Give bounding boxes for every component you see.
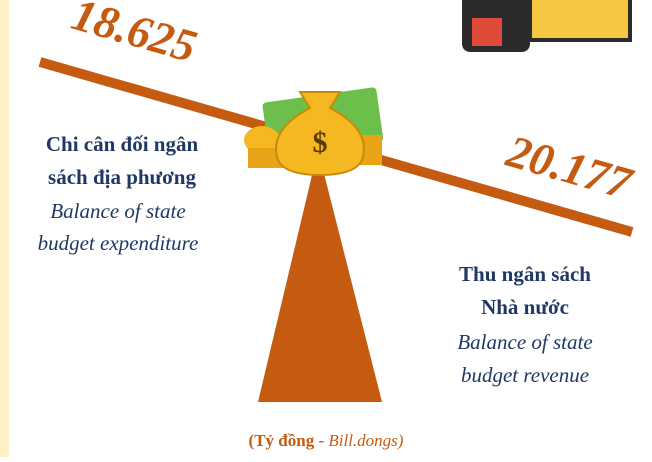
right-title: Thu ngân sách bbox=[459, 262, 591, 286]
left-title: sách địa phương bbox=[48, 165, 196, 189]
svg-text:$: $ bbox=[313, 126, 328, 159]
left-subtitle: budget expenditure bbox=[38, 231, 199, 255]
unit-en: Bill.dongs) bbox=[328, 431, 403, 450]
left-subtitle: Balance of state bbox=[50, 199, 185, 223]
money-icon: $ bbox=[244, 87, 384, 175]
infographic: $ 18.625 20.177 Chi cân đối ngân sách đị… bbox=[0, 0, 652, 457]
left-value: 18.625 bbox=[66, 0, 202, 72]
right-title: Nhà nước bbox=[481, 295, 569, 319]
right-subtitle: Balance of state bbox=[457, 330, 592, 354]
right-subtitle: budget revenue bbox=[461, 363, 589, 387]
side-strip bbox=[0, 0, 9, 457]
calculator-icon bbox=[462, 0, 630, 52]
unit-note: (Tỷ đồng - Bill.dongs) bbox=[249, 431, 404, 450]
fulcrum bbox=[258, 150, 382, 402]
unit-vi: (Tỷ đồng - bbox=[249, 431, 325, 450]
left-title: Chi cân đối ngân bbox=[46, 132, 199, 156]
